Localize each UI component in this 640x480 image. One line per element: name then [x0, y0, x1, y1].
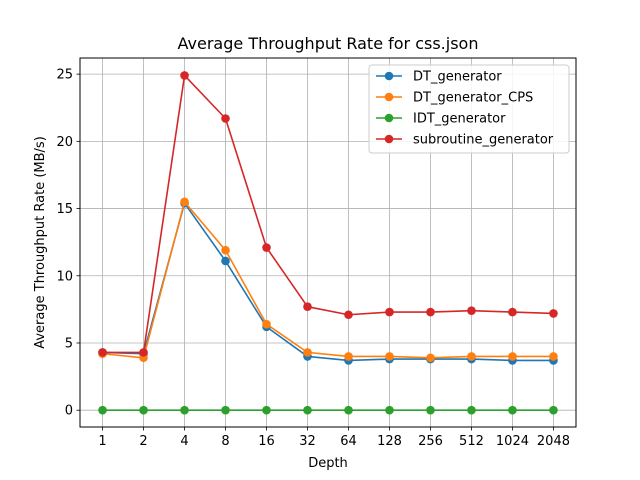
y-tick-label: 20 [56, 135, 73, 150]
data-point-DT_generator_CPS [426, 353, 435, 363]
y-tick-label: 0 [65, 404, 73, 419]
x-tick-label: 1024 [496, 434, 529, 449]
x-tick-label: 1 [98, 434, 106, 449]
data-point-subroutine_generator [221, 114, 230, 123]
x-tick-label: 8 [221, 434, 229, 449]
legend-label: subroutine_generator [413, 133, 554, 148]
data-point-subroutine_generator [344, 310, 353, 320]
legend: DT_generator DT_generator_CPS IDT_generato… [368, 64, 570, 154]
data-point-IDT_generator [139, 405, 148, 415]
data-point-IDT_generator [98, 405, 107, 415]
data-point-IDT_generator [303, 405, 312, 415]
x-tick-label: 64 [340, 434, 357, 449]
data-point-IDT_generator [385, 405, 394, 415]
x-tick-label: 32 [299, 434, 316, 449]
y-tick-label: 15 [56, 202, 73, 217]
data-point-DT_generator_CPS [303, 348, 312, 357]
data-point-IDT_generator [508, 405, 517, 415]
x-axis-label: Depth [308, 456, 348, 471]
data-point-subroutine_generator [303, 302, 312, 311]
chart-title: Average Throughput Rate for css.json [178, 34, 479, 53]
data-point-DT_generator_CPS [344, 352, 353, 361]
legend-swatch-marker [384, 113, 394, 123]
x-tick-label: 4 [180, 434, 188, 449]
plot-area-frame [79, 57, 577, 428]
legend-label: DT_generator_CPS [413, 91, 533, 106]
data-point-DT_generator_CPS [549, 352, 558, 361]
data-point-subroutine_generator [467, 306, 476, 316]
data-point-subroutine_generator [426, 307, 435, 317]
y-tick-label: 10 [56, 269, 73, 284]
data-point-IDT_generator [426, 405, 435, 415]
data-point-IDT_generator [344, 405, 353, 415]
data-point-DT_generator_CPS [262, 319, 271, 329]
data-point-IDT_generator [467, 405, 476, 415]
data-point-subroutine_generator [385, 307, 394, 317]
x-tick-label: 2 [139, 434, 147, 449]
data-point-subroutine_generator [139, 348, 148, 357]
data-point-IDT_generator [549, 405, 558, 415]
series-group [98, 71, 558, 415]
data-point-DT_generator_CPS [467, 352, 476, 361]
legend-swatch-marker [384, 71, 394, 81]
data-point-subroutine_generator [262, 243, 271, 252]
data-point-DT_generator_CPS [385, 352, 394, 361]
data-point-DT_generator_CPS [508, 352, 517, 361]
x-axis-ticks: 1 2 4 8 16 32 64 128 256 512 1024 2048 [98, 427, 570, 449]
legend-swatch-marker [384, 134, 394, 144]
series-line-subroutine_generator [102, 74, 554, 354]
data-point-IDT_generator [221, 405, 230, 415]
x-tick-label: 256 [418, 434, 443, 449]
data-point-IDT_generator [262, 405, 271, 415]
data-point-DT_generator_CPS [180, 197, 189, 207]
data-point-IDT_generator [180, 405, 189, 415]
data-point-DT_generator [221, 256, 230, 266]
data-point-subroutine_generator [508, 307, 517, 317]
y-tick-label: 5 [65, 336, 73, 351]
data-point-DT_generator_CPS [221, 245, 230, 255]
legend-label: DT_generator [413, 70, 502, 85]
data-point-subroutine_generator [98, 348, 107, 357]
legend-swatch-marker [384, 92, 394, 102]
y-axis-label: Average Throughput Rate (MB/s) [33, 136, 48, 349]
series-line-DT_generator_CPS [102, 201, 554, 359]
x-tick-label: 128 [377, 434, 402, 449]
x-tick-label: 2048 [537, 434, 570, 449]
y-tick-label: 25 [56, 68, 73, 83]
data-point-subroutine_generator [549, 309, 558, 318]
x-tick-label: 16 [258, 434, 275, 449]
y-axis-ticks: 0 5 10 15 20 25 [56, 68, 80, 419]
legend-label: IDT_generator [413, 112, 506, 127]
x-tick-label: 512 [459, 434, 484, 449]
data-point-subroutine_generator [180, 71, 189, 80]
legend-box [368, 64, 570, 154]
